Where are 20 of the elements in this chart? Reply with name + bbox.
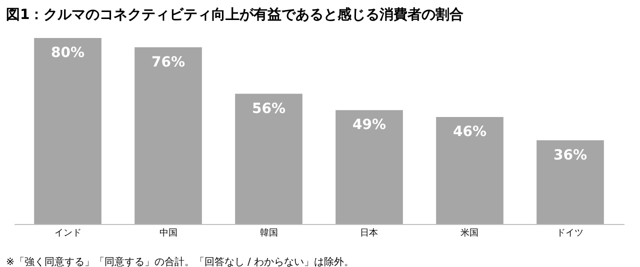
x-tick-label: 韓国 bbox=[260, 228, 278, 238]
chart-title: 図1：クルマのコネクティビティ向上が有益であると感じる消費者の割合 bbox=[5, 6, 465, 25]
x-tick-label: 中国 bbox=[159, 228, 178, 238]
x-tick-label: ドイツ bbox=[556, 228, 584, 238]
x-tick-label: 日本 bbox=[360, 228, 378, 238]
data-label: 56% bbox=[252, 100, 286, 117]
x-tick-label: 米国 bbox=[460, 228, 479, 238]
bar bbox=[34, 38, 102, 224]
bar bbox=[436, 117, 504, 224]
text: ※「強く同意する」「同意する」の合計。「回答なし / わからない」は除外。 bbox=[5, 256, 356, 267]
data-label: 46% bbox=[452, 124, 486, 140]
data-label: 36% bbox=[553, 147, 587, 164]
data-label: 49% bbox=[352, 117, 386, 134]
data-label: 80% bbox=[51, 45, 85, 61]
bar bbox=[235, 94, 302, 224]
bar bbox=[536, 140, 604, 224]
bar bbox=[336, 110, 403, 224]
x-tick-label: インド bbox=[54, 228, 82, 238]
data-label: 76% bbox=[152, 54, 186, 70]
bar bbox=[134, 47, 202, 224]
